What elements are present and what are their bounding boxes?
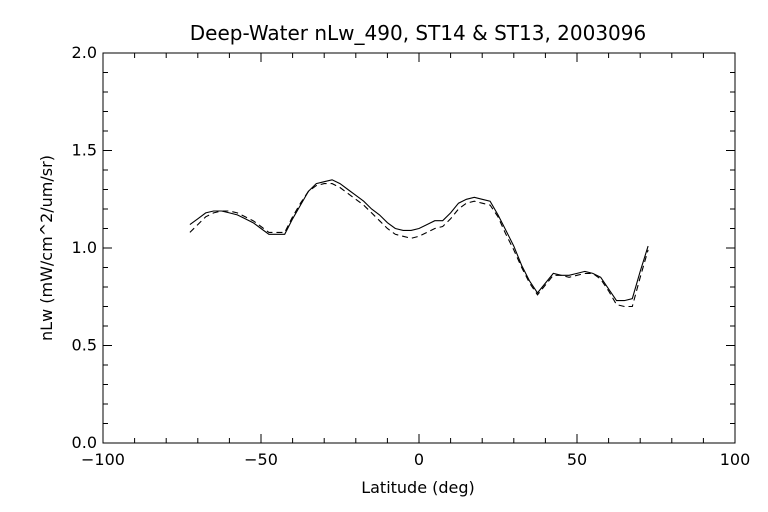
series-line-solid [189,179,649,302]
axis-tick-labels: −100 −50 0 50 100 0.0 0.5 1.0 1.5 2.0 [72,43,751,469]
series-line-dashed [189,183,649,308]
y-tick-label: 1.0 [72,238,97,257]
series-lines [189,179,649,308]
x-tick-label: 100 [720,450,751,469]
x-tick-label: 50 [567,450,587,469]
y-tick-label: 0.0 [72,433,97,452]
y-tick-label: 0.5 [72,336,97,355]
chart-title: Deep-Water nLw_490, ST14 & ST13, 2003096 [190,21,646,45]
y-tick-label: 2.0 [72,43,97,62]
x-tick-label: −100 [81,450,125,469]
axis-ticks [102,52,736,444]
x-tick-label: −50 [244,450,278,469]
x-tick-label: 0 [414,450,424,469]
y-axis-label: nLw (mW/cm^2/um/sr) [37,155,56,341]
plot-frame [102,52,736,444]
x-axis-label: Latitude (deg) [361,478,475,497]
y-tick-label: 1.5 [72,141,97,160]
